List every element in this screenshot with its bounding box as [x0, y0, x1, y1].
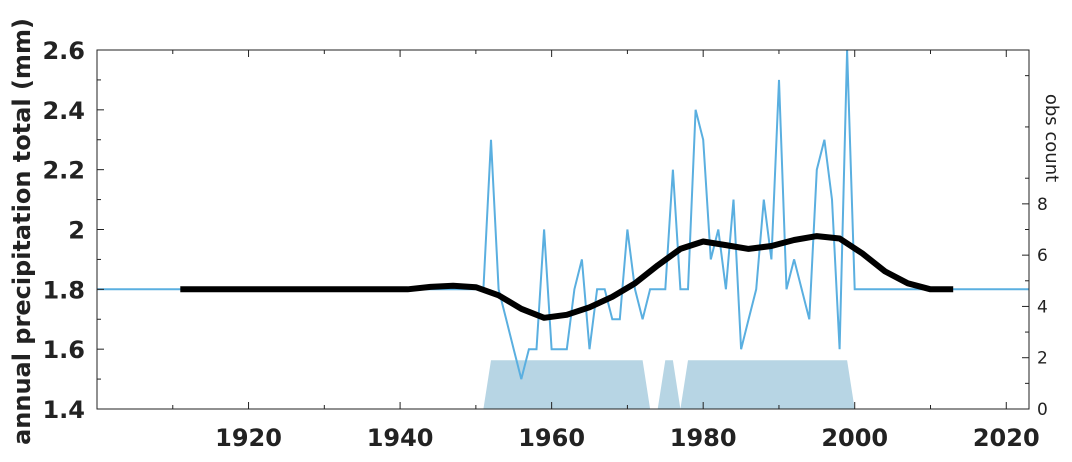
y2-tick-label: 0: [1037, 400, 1048, 420]
raw-series-line: [97, 49, 1029, 380]
x-tick-label: 1960: [518, 424, 585, 452]
y2-tick-label: 6: [1037, 246, 1048, 266]
x-tick-label: 2000: [821, 424, 888, 452]
obs-count-layer: [483, 360, 855, 409]
y2-tick-label: 4: [1037, 297, 1048, 317]
x-tick-label: 1920: [215, 424, 282, 452]
smooth-series-layer: [180, 233, 954, 321]
y-tick-label: 1.8: [42, 276, 85, 304]
smooth-series-line: [180, 233, 954, 321]
y-axis-label: annual precipitation total (mm): [8, 18, 36, 445]
y-tick-label: 2.2: [42, 157, 85, 185]
y2-tick-label: 2: [1037, 349, 1048, 369]
y-tick-label: 1.4: [42, 396, 85, 424]
y-tick-label: 2.6: [42, 37, 85, 65]
ticks-layer: 1920 1940 1960 1980 2000 2020 1.4 1.6 1.8 2 2.2 2.4…: [42, 37, 1047, 452]
y-tick-label: 2: [68, 217, 85, 245]
y-tick-label: 1.6: [42, 336, 85, 364]
raw-series-layer: [97, 49, 1029, 380]
y-tick-label: 2.4: [42, 97, 85, 125]
x-tick-label: 2020: [973, 424, 1040, 452]
right-axis-label: obs count: [1041, 94, 1062, 182]
plot-frame: [96, 49, 1030, 410]
y2-tick-label: 8: [1037, 195, 1048, 215]
obs-count-area: [483, 360, 855, 409]
x-tick-label: 1940: [367, 424, 434, 452]
x-tick-label: 1980: [670, 424, 737, 452]
